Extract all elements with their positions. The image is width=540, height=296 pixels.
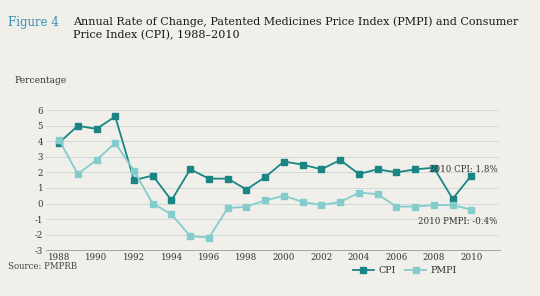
Legend: CPI, PMPI: CPI, PMPI [349,263,461,279]
Text: Percentage: Percentage [14,76,66,85]
Text: Annual Rate of Change, Patented Medicines Price Index (PMPI) and Consumer
Price : Annual Rate of Change, Patented Medicine… [73,16,518,40]
Text: 2010 PMPI: -0.4%: 2010 PMPI: -0.4% [418,217,498,226]
Text: Source: PMPRB: Source: PMPRB [8,262,77,271]
Text: 2010 CPI: 1.8%: 2010 CPI: 1.8% [429,165,498,174]
Text: Figure 4: Figure 4 [8,16,59,29]
